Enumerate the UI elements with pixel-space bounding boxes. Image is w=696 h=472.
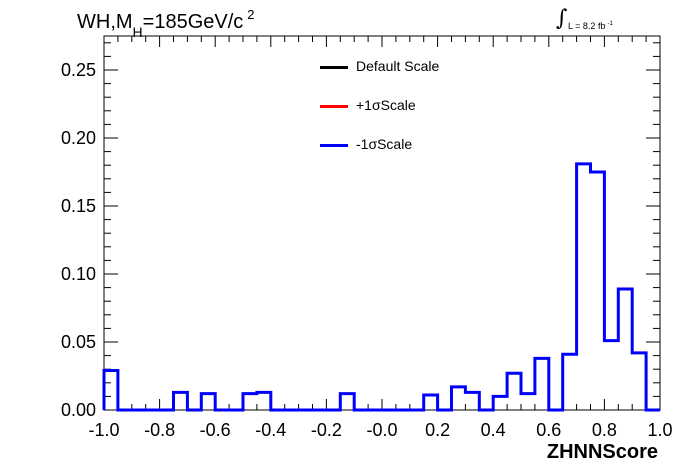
title-superscript: 2 [247,7,255,22]
x-tick-label: -0.4 [255,420,286,440]
y-tick-label: 0.20 [61,128,96,148]
y-tick-label: 0.15 [61,196,96,216]
legend-label-default: Default Scale [356,58,440,74]
x-tick-label: -0.8 [144,420,175,440]
title-main-text: WH,M [77,11,133,33]
y-tick-label: 0.05 [61,332,96,352]
legend-label-plus1sigma: +1σScale [356,97,416,113]
x-axis-label: ZHNNScore [546,441,658,463]
y-tick-label: 0.10 [61,264,96,284]
x-tick-label: 0.2 [425,420,450,440]
x-tick-label: -0.6 [200,420,231,440]
x-tick-label: 0.8 [592,420,617,440]
chart-title: WH,MH=185GeV/c 2 [77,7,255,40]
y-tick-label: 0.25 [61,60,96,80]
legend: Default Scale +1σScale -1σScale [320,58,480,175]
legend-line-default [320,66,348,69]
legend-item-default: Default Scale [320,58,480,97]
legend-label-minus1sigma: -1σScale [356,136,413,152]
x-tick-label: 0.6 [536,420,561,440]
legend-line-minus1sigma [320,144,348,147]
legend-item-minus1sigma: -1σScale [320,136,480,175]
title-subscript: H [132,24,143,40]
x-tick-label: -0.2 [311,420,342,440]
legend-item-plus1sigma: +1σScale [320,97,480,136]
luminosity-superscript: -1 [607,21,613,27]
x-tick-label: 1.0 [647,420,672,440]
legend-line-plus1sigma [320,105,348,108]
luminosity-text: L = 8.2 fb [568,21,606,31]
y-tick-label: 0.00 [61,400,96,420]
integral-symbol: ∫ [556,6,568,31]
x-tick-label: 0.4 [481,420,506,440]
histogram-series-minus1sigma [102,162,660,412]
x-tick-label: -1.0 [88,420,119,440]
title-equation: =185GeV/c [142,11,244,33]
luminosity-annotation: ∫ L = 8.2 fb -1 [556,6,613,31]
x-tick-label: -0.0 [366,420,397,440]
